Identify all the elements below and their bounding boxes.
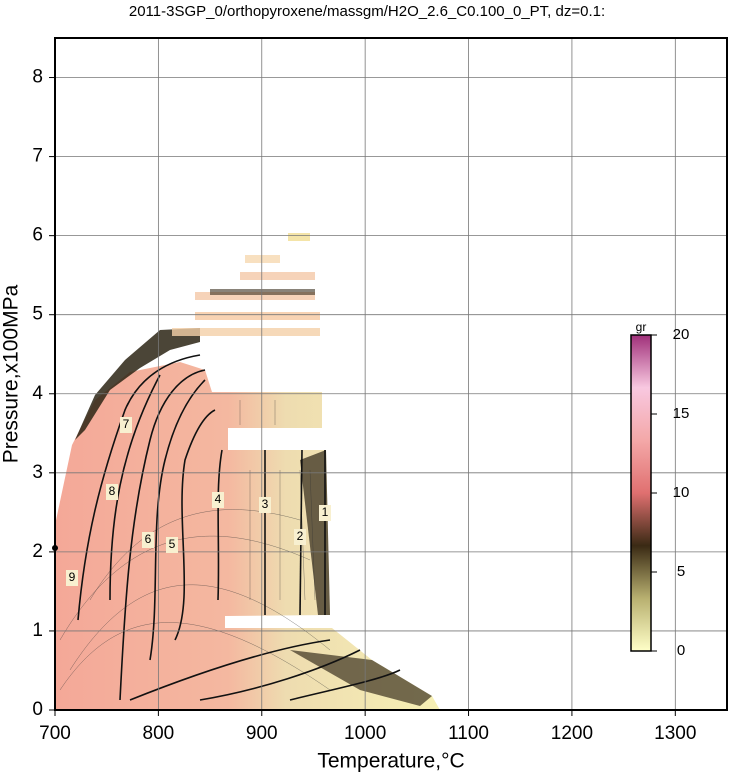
x-tick-label: 800: [143, 723, 175, 744]
y-tick-label: 1: [32, 620, 43, 641]
colorbar-label: gr: [636, 320, 647, 334]
colorbar-tick-label: 5: [677, 563, 685, 580]
contour-label: 2: [297, 529, 304, 543]
x-tick-label: 1100: [448, 723, 489, 744]
contour-label: 9: [69, 570, 76, 584]
contour-label-bg: [212, 492, 224, 508]
contour-label-bg: [120, 417, 132, 433]
x-tick-label: 900: [246, 723, 278, 744]
contour-label-bg: [319, 505, 331, 521]
x-tick-label: 700: [39, 723, 71, 744]
colorbar-tick-label: 15: [673, 405, 690, 422]
colorbar-tick-label: 10: [673, 484, 690, 501]
contour-label: 3: [262, 497, 269, 511]
y-tick-label: 7: [32, 146, 43, 167]
contour-label: 1: [322, 505, 329, 519]
y-axis-label: Pressure,x100MPa: [0, 284, 23, 463]
y-tick-label: 2: [32, 541, 43, 562]
contour-label: 5: [169, 537, 176, 551]
x-tick-label: 1300: [654, 723, 696, 744]
contour-label-bg: [166, 537, 178, 553]
contour-label-bg: [294, 529, 306, 545]
contour-label: 8: [109, 484, 116, 498]
x-tick-label: 1200: [551, 723, 593, 744]
y-tick-label: 6: [32, 225, 43, 246]
x-tick-label: 1000: [344, 723, 386, 744]
colorbar: [630, 334, 652, 652]
contour-label: 6: [145, 532, 152, 546]
contour-label-bg: [66, 570, 78, 586]
contour-label-bg: [106, 484, 118, 500]
colorbar-tick-label: 0: [677, 642, 685, 659]
contour-field: [52, 233, 440, 710]
x-axis-label: Temperature,°C: [317, 750, 464, 773]
y-tick-label: 3: [32, 462, 43, 483]
y-tick-label: 4: [32, 383, 43, 404]
contour-label-bg: [142, 532, 154, 548]
colorbar-tick-label: 20: [673, 326, 690, 343]
contour-label: 4: [215, 492, 222, 506]
y-tick-label: 0: [32, 699, 43, 720]
plot-frame: [54, 37, 728, 711]
chart-title: 2011-3SGP_0/orthopyroxene/massgm/H2O_2.6…: [129, 3, 605, 20]
contour-label: 7: [123, 417, 130, 431]
y-tick-label: 8: [32, 67, 43, 88]
y-tick-label: 5: [32, 304, 43, 325]
contour-label-bg: [259, 497, 271, 513]
